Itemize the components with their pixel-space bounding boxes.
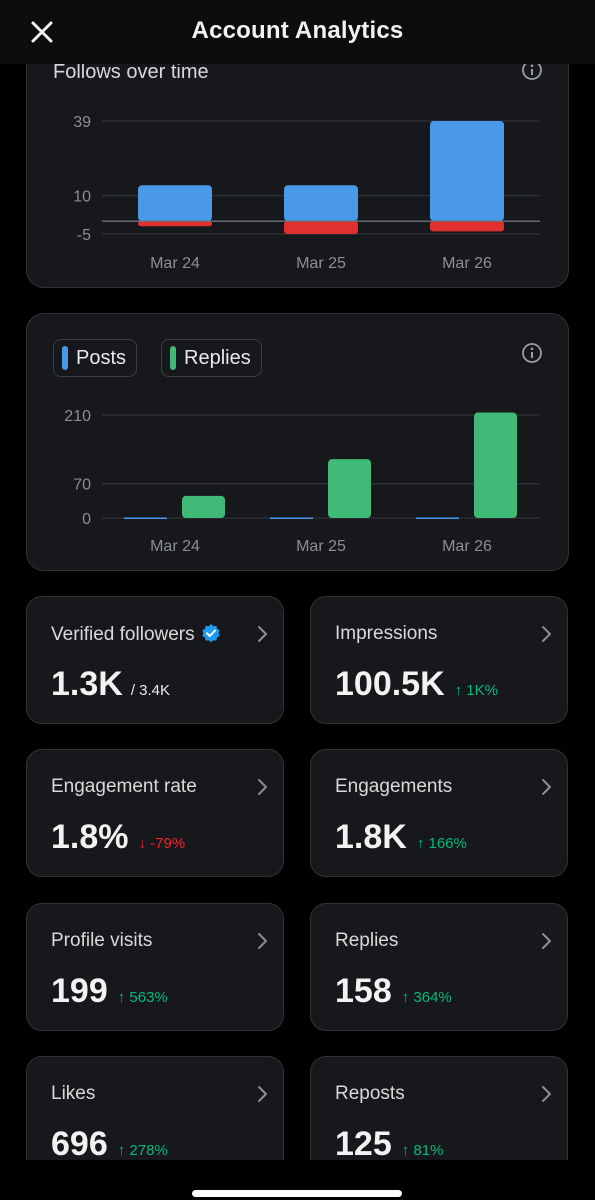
legend-replies-label: Replies	[184, 346, 251, 369]
stat-label: Engagements	[335, 776, 453, 797]
legend-replies[interactable]: Replies	[161, 339, 262, 377]
page-title: Account Analytics	[191, 17, 404, 44]
follows-chart: 39 10 -5 Mar 24 Mar 25 Mar 26	[73, 114, 540, 272]
x-tick-label: Mar 26	[442, 538, 492, 555]
verified-badge-icon	[201, 624, 220, 643]
stat-card-profile-visits[interactable]: Profile visits 199 ↑ 563%	[26, 903, 284, 1031]
stat-value: 1.3K / 3.4K	[51, 665, 170, 704]
y-tick-label: 70	[73, 477, 91, 494]
stat-change: ↑ 278%	[117, 1142, 168, 1159]
bar-posts	[124, 517, 167, 520]
y-tick-label: 39	[73, 114, 91, 131]
y-tick-label: 210	[64, 408, 91, 425]
stat-value: 199 ↑ 563%	[51, 972, 168, 1011]
chevron-right-icon	[258, 626, 267, 642]
stat-card-engagements[interactable]: Engagements 1.8K ↑ 166%	[310, 749, 568, 877]
stat-card-impressions[interactable]: Impressions 100.5K ↑ 1K%	[310, 596, 568, 724]
stat-change: ↑ 1K%	[454, 682, 498, 699]
chevron-right-icon	[258, 1086, 267, 1102]
bar-lost	[284, 221, 358, 234]
stat-label-text: Verified followers	[51, 624, 195, 645]
y-tick-label: 0	[82, 511, 91, 528]
stat-label: Replies	[335, 930, 399, 951]
bar-gained	[284, 185, 358, 222]
y-tick-label: 10	[73, 188, 91, 205]
stat-card-reposts[interactable]: Reposts 125 ↑ 81%	[310, 1056, 568, 1160]
stat-value: 125 ↑ 81%	[335, 1125, 443, 1160]
x-tick-label: Mar 24	[150, 538, 200, 555]
follows-chart-title: Follows over time	[53, 61, 209, 83]
stat-card-verified-followers[interactable]: Verified followers 1.3K / 3.4K	[26, 596, 284, 724]
stat-label: Likes	[51, 1083, 96, 1104]
stat-value-text: 125	[335, 1125, 392, 1160]
chevron-right-icon	[542, 626, 551, 642]
legend-posts[interactable]: Posts	[53, 339, 138, 377]
legend-posts-swatch	[62, 346, 68, 370]
stat-change: ↑ 364%	[401, 989, 452, 1006]
stat-value-text: 199	[51, 972, 108, 1010]
legend-replies-swatch	[170, 346, 176, 370]
close-icon[interactable]	[26, 16, 58, 48]
stat-change: ↑ 81%	[401, 1142, 444, 1159]
stat-label: Reposts	[335, 1083, 405, 1104]
x-tick-label: Mar 25	[296, 255, 346, 272]
posts-replies-chart: 210 70 0 Mar 24 Mar 25 Mar 26	[64, 408, 540, 555]
stat-value: 100.5K ↑ 1K%	[335, 665, 498, 704]
chevron-right-icon	[542, 1086, 551, 1102]
stat-change: ↑ 166%	[416, 835, 467, 852]
home-indicator[interactable]	[192, 1190, 402, 1197]
stat-value: 158 ↑ 364%	[335, 972, 452, 1011]
chevron-right-icon	[542, 933, 551, 949]
legend-posts-label: Posts	[76, 346, 127, 369]
chevron-right-icon	[258, 779, 267, 795]
bar-replies	[474, 412, 517, 518]
bar-replies	[182, 495, 225, 518]
stat-value-text: 100.5K	[335, 665, 445, 703]
stat-value-text: 1.3K	[51, 665, 123, 703]
stat-change: ↑ 563%	[117, 989, 168, 1006]
x-tick-label: Mar 25	[296, 538, 346, 555]
y-tick-label: -5	[77, 227, 91, 244]
stat-value-text: 1.8K	[335, 818, 407, 856]
stat-label: Engagement rate	[51, 776, 197, 797]
stat-value-text: 1.8%	[51, 818, 129, 856]
bar-lost	[430, 221, 504, 232]
top-bar: Account Analytics	[0, 0, 595, 64]
x-tick-label: Mar 26	[442, 255, 492, 272]
stat-change: ↓ -79%	[138, 835, 186, 852]
stat-card-likes[interactable]: Likes 696 ↑ 278%	[26, 1056, 284, 1160]
stat-value-text: 696	[51, 1125, 108, 1160]
bar-lost	[138, 221, 212, 227]
stat-total: / 3.4K	[130, 682, 171, 699]
x-tick-label: Mar 24	[150, 255, 200, 272]
stat-card-engagement-rate[interactable]: Engagement rate 1.8% ↓ -79%	[26, 749, 284, 877]
stat-label: Impressions	[335, 623, 438, 644]
follows-chart-card: Follows over time 39 10 -5 Mar 24 Mar 25 Mar …	[26, 30, 569, 288]
stat-value: 1.8% ↓ -79%	[51, 818, 185, 857]
stat-value: 696 ↑ 278%	[51, 1125, 168, 1160]
bar-gained	[138, 185, 212, 222]
bar-posts	[416, 517, 459, 520]
bar-gained	[430, 121, 504, 222]
bar-replies	[328, 459, 371, 518]
chevron-right-icon	[542, 779, 551, 795]
posts-chart-card: Posts Replies 210 70 0 Mar 24 Mar 25 Mar 26	[26, 313, 569, 571]
info-icon[interactable]	[521, 342, 543, 364]
stat-value-text: 158	[335, 972, 392, 1010]
stat-card-replies[interactable]: Replies 158 ↑ 364%	[310, 903, 568, 1031]
stat-label: Profile visits	[51, 930, 153, 951]
stat-label: Verified followers	[51, 623, 221, 646]
chevron-right-icon	[258, 933, 267, 949]
stat-value: 1.8K ↑ 166%	[335, 818, 467, 857]
bar-posts	[270, 517, 313, 520]
